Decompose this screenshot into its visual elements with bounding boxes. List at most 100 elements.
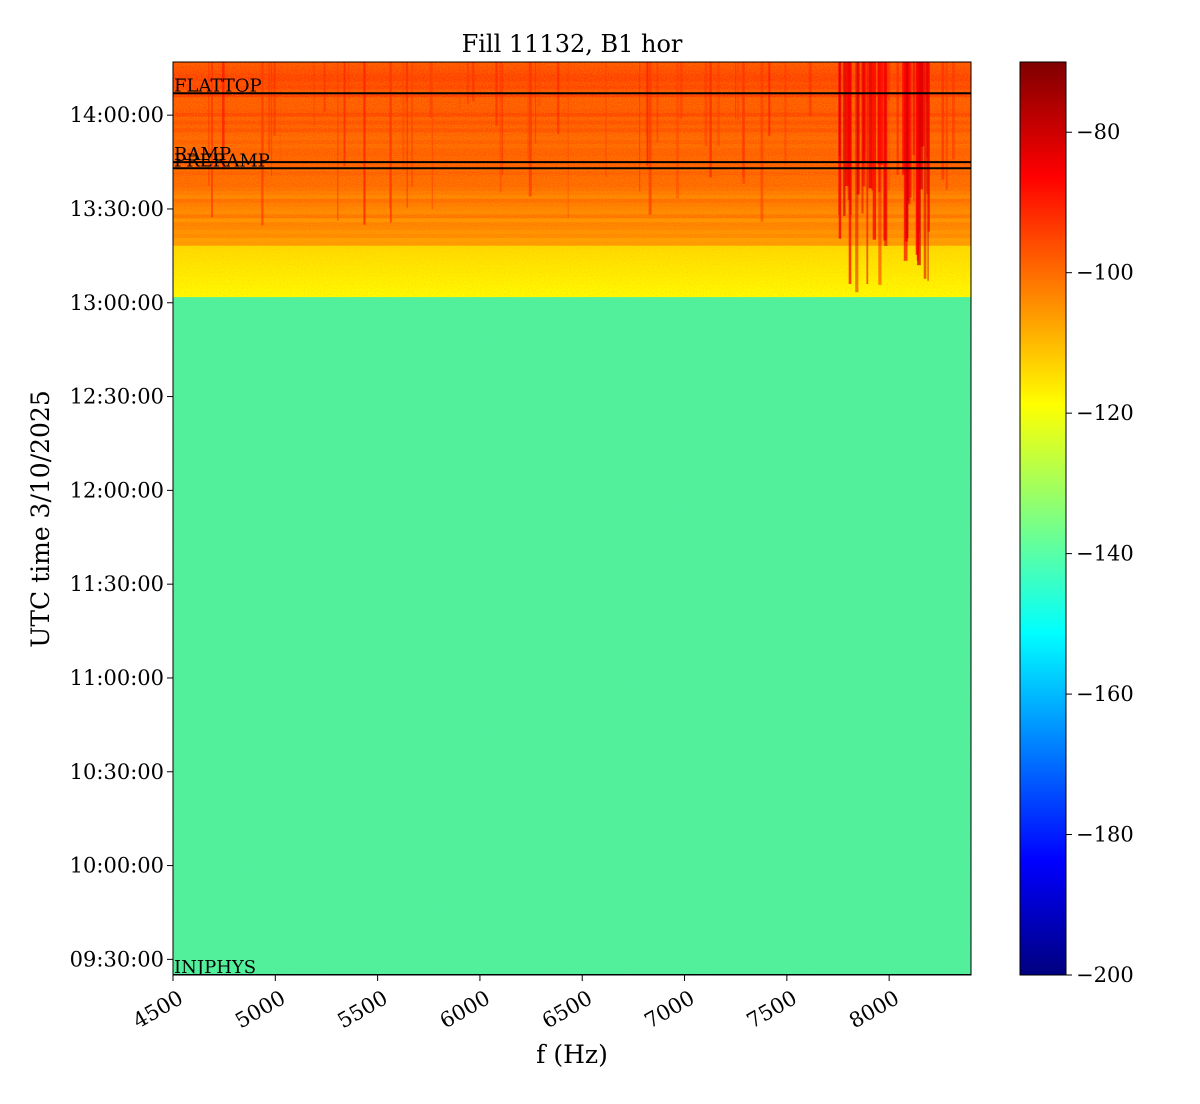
- spectral-line: [271, 62, 273, 176]
- spectral-line: [878, 62, 881, 193]
- y-axis: 09:30:00 10:00:00 10:30:00 11:00:00 11:30:00…: [70, 103, 173, 971]
- spectral-line: [211, 62, 213, 218]
- spectral-line: [528, 62, 532, 197]
- spectral-line: [431, 62, 433, 210]
- spectral-line: [458, 62, 461, 109]
- spectral-line: [888, 62, 891, 101]
- active-noise-texture: [173, 62, 971, 297]
- spectral-line: [856, 62, 860, 195]
- spectral-line: [348, 62, 350, 100]
- event-label: FLATTOP: [174, 75, 262, 96]
- spectral-line: [676, 62, 679, 199]
- colorbar-tick-label: −180: [1076, 823, 1134, 847]
- y-tick-label: 09:30:00: [70, 947, 164, 971]
- plot-frame: [172, 61, 972, 976]
- colorbar-gradient: [1019, 61, 1067, 976]
- spectral-line: [709, 62, 712, 178]
- spectral-line: [567, 62, 569, 219]
- spectral-line: [389, 62, 392, 209]
- spectral-line: [952, 62, 955, 160]
- spectral-line: [679, 62, 683, 119]
- event-label: INJPHYS: [174, 957, 256, 978]
- spectral-line: [656, 62, 659, 143]
- colorbar-tick-label: −200: [1076, 963, 1134, 987]
- spectral-line: [527, 62, 530, 159]
- y-axis-label: UTC time 3/10/2025: [26, 390, 55, 648]
- spectral-line: [872, 62, 876, 240]
- spectral-line: [941, 62, 945, 180]
- spectral-line: [868, 62, 873, 189]
- spectral-line: [557, 62, 560, 134]
- spectral-line: [261, 62, 264, 226]
- spectral-line: [907, 62, 912, 198]
- spectral-line: [429, 62, 432, 118]
- x-tick-label: 5000: [231, 986, 289, 1034]
- spectral-line: [866, 62, 869, 284]
- x-tick-label: 5500: [333, 986, 391, 1034]
- spectral-line: [411, 62, 414, 187]
- spectral-line: [921, 62, 925, 147]
- spectral-line: [843, 62, 846, 216]
- spectral-line: [645, 62, 647, 137]
- spectral-line: [363, 62, 366, 225]
- y-tick-label: 11:30:00: [70, 572, 164, 596]
- x-tick-label: 7500: [743, 986, 801, 1034]
- spectral-line: [838, 62, 841, 156]
- y-tick-label: 12:00:00: [70, 478, 164, 502]
- y-tick-label: 13:30:00: [70, 197, 164, 221]
- spectral-line: [343, 62, 346, 167]
- colorbar-tick-label: −100: [1076, 261, 1134, 285]
- x-tick-label: 4500: [129, 986, 187, 1034]
- spectral-line: [646, 62, 649, 166]
- spectral-line: [273, 62, 276, 136]
- spectral-line: [704, 62, 708, 147]
- spectral-line: [717, 62, 720, 147]
- spectral-line: [499, 62, 501, 102]
- x-tick-label: 6000: [436, 986, 494, 1034]
- spectral-line: [896, 62, 899, 175]
- spectral-line: [808, 62, 812, 116]
- spectral-line: [535, 62, 537, 144]
- spectral-line: [927, 62, 930, 232]
- spectral-line: [605, 62, 607, 177]
- spectral-line: [784, 62, 787, 165]
- active-region: [173, 62, 971, 298]
- spectral-line: [406, 62, 408, 208]
- spectral-line: [883, 62, 887, 241]
- y-tick-label: 10:00:00: [70, 854, 164, 878]
- y-tick-label: 13:00:00: [70, 291, 164, 315]
- x-tick-label: 7000: [640, 986, 698, 1034]
- colorbar-ticks: −80 −100 −120 −140 −160 −180 −200: [1066, 120, 1134, 987]
- spectral-line: [887, 62, 889, 98]
- spectral-line: [923, 62, 927, 279]
- spectral-line: [912, 62, 916, 155]
- spectral-line: [736, 62, 739, 120]
- y-tick-label: 10:30:00: [70, 760, 164, 784]
- spectral-line: [848, 62, 852, 284]
- spectral-line: [323, 62, 326, 113]
- spectral-line: [845, 62, 849, 186]
- spectral-line: [945, 62, 948, 190]
- spectral-line: [405, 62, 408, 102]
- spectral-line: [648, 62, 652, 215]
- spectral-line: [402, 62, 405, 171]
- chart-title: Fill 11132, B1 hor: [462, 30, 683, 58]
- spectral-line: [919, 62, 923, 190]
- spectral-line: [639, 62, 641, 192]
- spectral-line: [337, 62, 339, 221]
- y-tick-label: 14:00:00: [70, 103, 164, 127]
- spectral-line: [501, 62, 504, 175]
- spectral-line: [499, 62, 502, 193]
- spectral-line: [913, 62, 915, 201]
- spectral-line: [888, 62, 891, 190]
- spectral-line: [268, 62, 271, 153]
- event-label: RAMP: [174, 144, 231, 165]
- y-tick-label: 12:30:00: [70, 385, 164, 409]
- spectral-line: [879, 62, 883, 165]
- colorbar-tick-label: −80: [1076, 120, 1120, 144]
- colorbar-tick-label: −140: [1076, 542, 1134, 566]
- spectral-line: [472, 62, 475, 102]
